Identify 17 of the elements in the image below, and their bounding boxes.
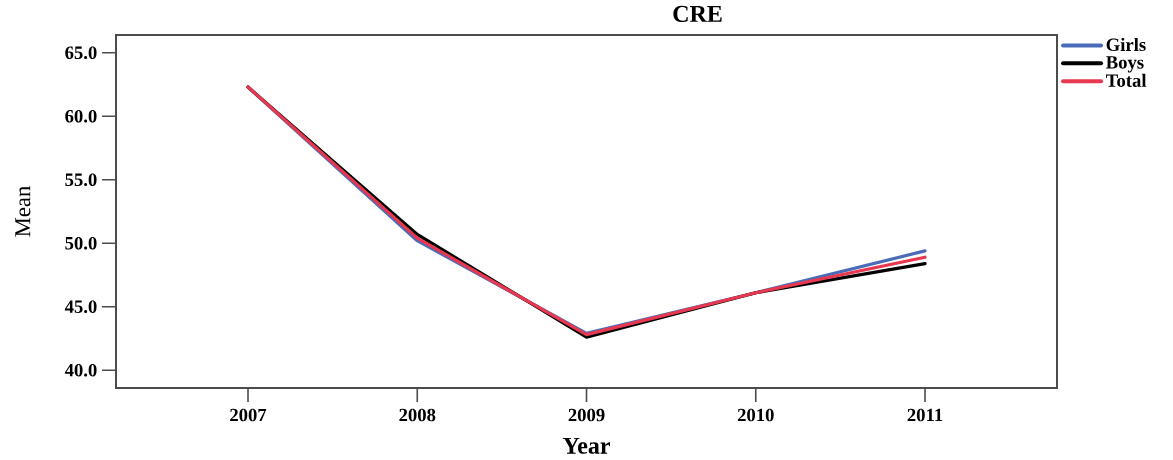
- y-tick-label: 50.0: [65, 236, 97, 250]
- y-tick-label: 40.0: [64, 363, 97, 377]
- y-tick-label: 55.0: [65, 173, 97, 187]
- x-tick-label: 2011: [907, 408, 943, 422]
- y-tick-label: 60.0: [65, 109, 97, 123]
- y-tick-label: 45.0: [64, 300, 97, 314]
- legend-label: Boys: [1106, 56, 1144, 73]
- y-axis-title: Mean: [15, 186, 31, 237]
- x-axis-title: Year: [562, 437, 611, 454]
- chart-title: CRE: [673, 5, 722, 22]
- legend-label: Girls: [1106, 37, 1146, 52]
- legend-label: Total: [1106, 73, 1147, 87]
- x-tick-label: 2010: [737, 408, 774, 422]
- x-tick-label: 2007: [230, 408, 267, 422]
- y-tick-label: 65.0: [65, 46, 97, 60]
- x-tick-label: 2009: [568, 408, 605, 422]
- x-tick-label: 2008: [399, 408, 436, 422]
